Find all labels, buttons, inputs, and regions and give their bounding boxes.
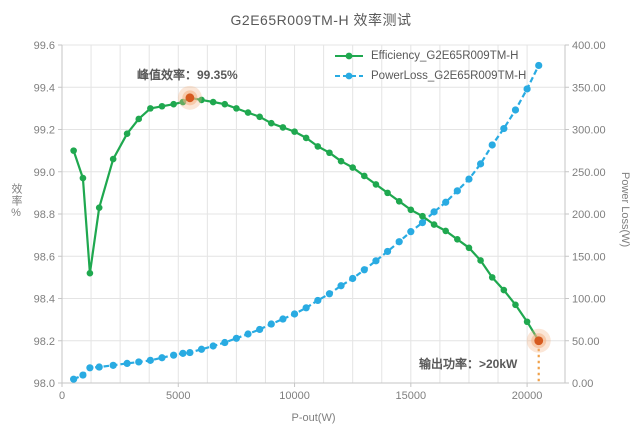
output-power-annotation: 输出功率：>20kW <box>419 357 518 371</box>
y-right-tick-label: 100.00 <box>572 294 606 306</box>
y-left-tick-label: 98.6 <box>34 251 55 263</box>
y-left-tick-label: 99.2 <box>34 125 55 137</box>
y-axis-right-label: Power Loss(W) <box>619 172 631 248</box>
legend: Efficiency_G2E65R009TM-H PowerLoss_G2E65… <box>334 46 526 86</box>
y-left-tick-label: 99.4 <box>34 82 55 94</box>
y-left-tick-label: 98.8 <box>34 209 55 221</box>
x-tick-label: 5000 <box>166 390 190 402</box>
axes: 98.0 98.2 98.4 98.6 98.8 99.0 99.2 99.4 99.6 0.00… <box>34 40 606 402</box>
powerloss-line-swatch <box>335 72 363 80</box>
y-axis-left-label: 效率% <box>10 183 22 220</box>
y-left-tick-label: 98.0 <box>34 378 55 390</box>
peak-efficiency-annotation: 峰值效率：99.35% <box>137 68 238 82</box>
x-tick-label: 0 <box>59 390 65 402</box>
x-axis-label: P-out(W) <box>291 412 336 424</box>
y-left-tick-label: 99.6 <box>34 40 55 52</box>
x-tick-label: 10000 <box>279 390 310 402</box>
legend-label-efficiency: Efficiency_G2E65R009TM-H <box>371 50 519 62</box>
x-tick-label: 20000 <box>512 390 543 402</box>
powerloss-series <box>70 61 543 383</box>
y-right-tick-label: 150.00 <box>572 251 606 263</box>
y-left-tick-label: 98.2 <box>34 336 55 348</box>
y-right-tick-label: 0.00 <box>572 378 593 390</box>
end-marker <box>526 328 551 382</box>
y-right-tick-label: 400.00 <box>572 40 606 52</box>
y-left-tick-label: 98.4 <box>34 294 55 306</box>
peak-marker <box>177 85 202 110</box>
y-right-tick-label: 50.00 <box>572 336 600 348</box>
legend-label-powerloss: PowerLoss_G2E65R009TM-H <box>371 70 527 82</box>
x-tick-label: 15000 <box>396 390 427 402</box>
legend-item-powerloss: PowerLoss_G2E65R009TM-H <box>334 66 526 86</box>
y-right-tick-label: 350.00 <box>572 82 606 94</box>
y-left-tick-label: 99.0 <box>34 167 55 179</box>
y-right-tick-label: 200.00 <box>572 209 606 221</box>
gridlines <box>61 44 565 384</box>
chart-title: G2E65R009TM-H 效率测试 <box>230 12 412 28</box>
efficiency-line-swatch <box>335 52 363 60</box>
legend-item-efficiency: Efficiency_G2E65R009TM-H <box>334 46 526 66</box>
y-right-tick-label: 250.00 <box>572 167 606 179</box>
y-right-tick-label: 300.00 <box>572 125 606 137</box>
